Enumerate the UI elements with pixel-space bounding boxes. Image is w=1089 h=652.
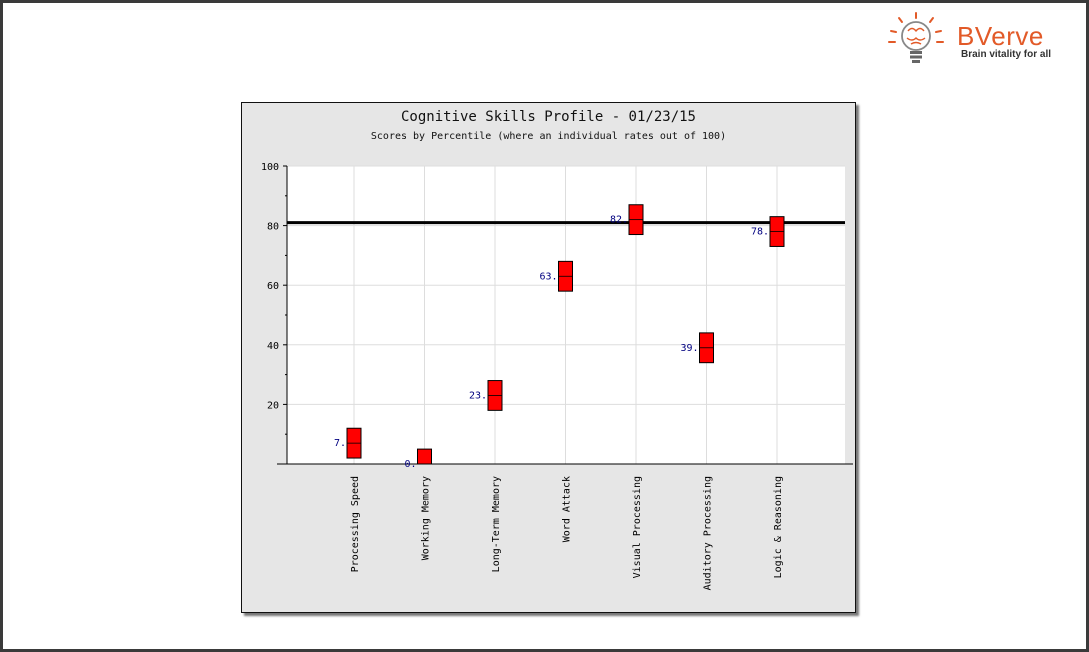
brand-tagline: Brain vitality for all bbox=[961, 49, 1052, 60]
data-label: 63. bbox=[539, 271, 557, 282]
x-category-label: Long-Term Memory bbox=[491, 476, 502, 572]
brand-logo: BVerve Brain vitality for all bbox=[883, 11, 1083, 71]
brand-name: BVerve bbox=[957, 21, 1044, 51]
data-label: 7. bbox=[334, 438, 346, 449]
score-marker bbox=[417, 448, 432, 465]
x-category-label: Visual Processing bbox=[632, 476, 643, 578]
data-label: 23. bbox=[469, 390, 487, 401]
x-category-label: Auditory Processing bbox=[703, 476, 714, 590]
chart-plot: 20 40 60 80 100 7. 0. 23. 63. 82. 39. 78. Processing… bbox=[261, 162, 853, 590]
data-label: 78. bbox=[751, 227, 769, 238]
x-category-label: Working Memory bbox=[421, 476, 432, 560]
x-category-label: Logic & Reasoning bbox=[773, 476, 784, 578]
chart-panel: Cognitive Skills Profile - 01/23/15 Scor… bbox=[241, 102, 856, 613]
x-category-label: Processing Speed bbox=[350, 476, 361, 572]
data-label: 82. bbox=[610, 215, 628, 226]
data-label: 39. bbox=[680, 343, 698, 354]
y-tick-label: 40 bbox=[267, 341, 279, 352]
y-tick-label: 100 bbox=[261, 162, 279, 173]
chart-title: Cognitive Skills Profile - 01/23/15 bbox=[400, 109, 696, 125]
data-label: 0. bbox=[404, 459, 416, 470]
y-tick-label: 60 bbox=[267, 281, 279, 292]
y-tick-label: 20 bbox=[267, 400, 279, 411]
y-tick-label: 80 bbox=[267, 222, 279, 233]
chart-subtitle: Scores by Percentile (where an individua… bbox=[370, 131, 727, 142]
x-category-label: Word Attack bbox=[562, 476, 573, 542]
lightbulb-brain-icon bbox=[888, 12, 944, 63]
